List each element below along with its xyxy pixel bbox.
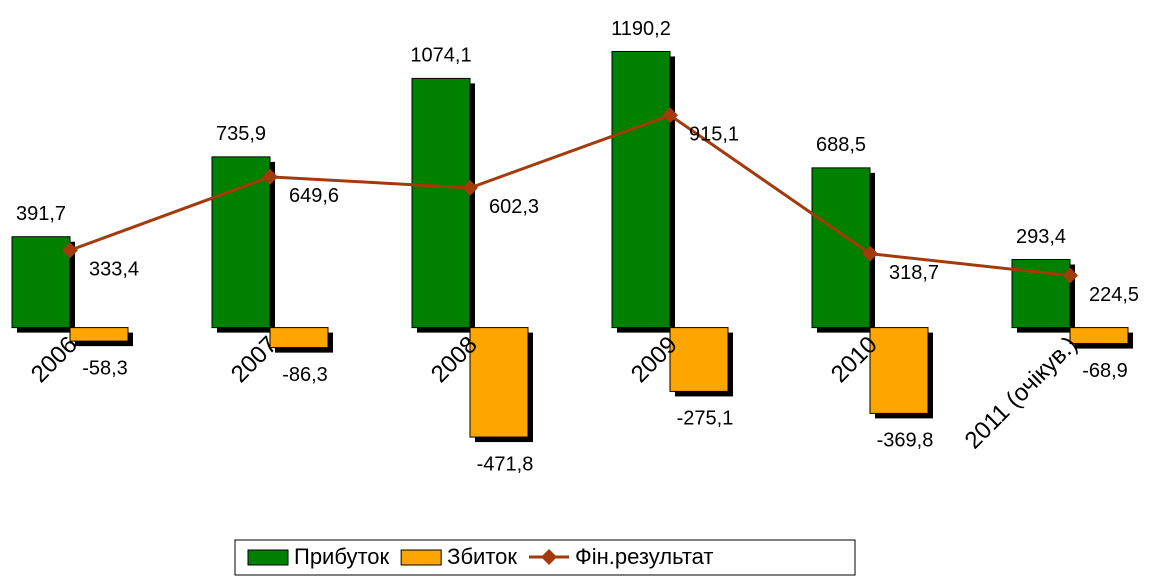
marker: [1062, 267, 1078, 284]
data-label: 602,3: [489, 196, 539, 218]
line: [69, 113, 1071, 278]
legend-label: Збиток: [447, 544, 517, 569]
bar: [211, 156, 271, 329]
data-label: -68,9: [1082, 360, 1128, 382]
legend: Прибуток Збиток Фін.результат: [234, 539, 856, 576]
data-label: 915,1: [689, 124, 739, 146]
data-label: -369,8: [877, 430, 934, 452]
data-label: 688,5: [816, 134, 866, 156]
x-tick-label: 2011 (очікув.): [960, 331, 1083, 454]
bar: [69, 327, 129, 342]
marker: [462, 179, 478, 196]
data-label: 224,5: [1089, 284, 1139, 306]
data-label: 649,6: [289, 185, 339, 207]
data-label: 293,4: [1016, 226, 1066, 248]
data-label: -275,1: [677, 408, 734, 430]
data-label: 735,9: [216, 123, 266, 145]
bar: [1069, 327, 1129, 345]
bar: [11, 236, 71, 329]
data-label: 318,7: [889, 262, 939, 284]
data-label: 391,7: [16, 203, 66, 225]
data-label: -58,3: [82, 357, 128, 379]
legend-label: Прибуток: [294, 544, 390, 569]
bar: [411, 77, 471, 329]
bar: [869, 327, 929, 414]
legend-label: Фін.результат: [575, 544, 713, 569]
marker: [262, 168, 278, 185]
data-label: 1190,2: [611, 18, 671, 40]
data-label: -471,8: [477, 453, 534, 475]
bar: [669, 327, 729, 392]
marker: [662, 107, 678, 124]
marker: [862, 245, 878, 262]
bar: [269, 327, 329, 349]
legend-marker: [541, 549, 558, 565]
data-label: -86,3: [282, 364, 328, 386]
bar: [611, 50, 671, 329]
data-label: 1074,1: [410, 45, 471, 67]
bar: [469, 327, 529, 438]
data-label: 333,4: [89, 259, 139, 281]
legend-swatch: [400, 549, 442, 566]
legend-swatch: [247, 549, 289, 566]
marker: [62, 242, 78, 259]
